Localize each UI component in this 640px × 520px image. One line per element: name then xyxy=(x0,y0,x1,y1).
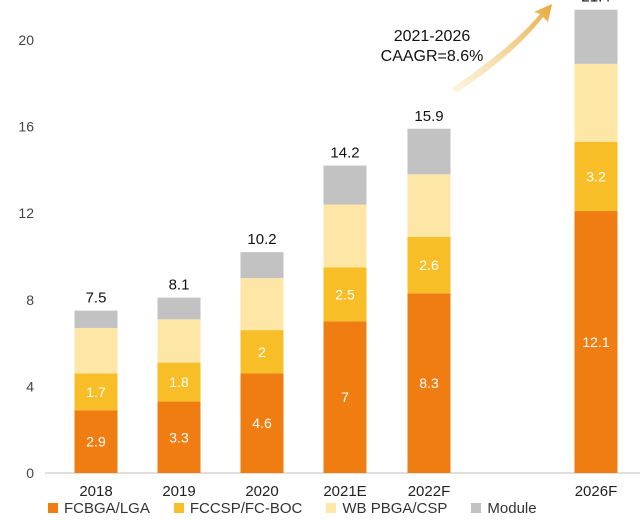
annotation-period: 2021-2026 xyxy=(394,28,471,45)
bar-segment-module xyxy=(574,9,618,64)
legend-item-fccsp-fc-boc: FCCSP/FC-BOC xyxy=(173,499,303,517)
y-tick-label: 0 xyxy=(26,465,34,481)
data-label-fcbga-lga: 4.6 xyxy=(252,415,272,431)
data-label-fccsp-fc-boc: 3.2 xyxy=(586,168,606,184)
bars-layer: 2.9 1.7 7.5 3.3 1.8 8.1 4.6 2 10.2 7 2.5 14.2 8.3 2.6… xyxy=(74,0,618,473)
bar-segment-fccsp-fc-boc xyxy=(574,141,618,212)
bar-segment-fccsp-fc-boc xyxy=(74,373,118,411)
data-label-fccsp-fc-boc: 1.8 xyxy=(169,374,189,390)
data-label-fcbga-lga: 7 xyxy=(341,389,349,405)
data-label-fccsp-fc-boc: 1.7 xyxy=(86,384,106,400)
y-axis-ticks: 0 4 8 12 16 20 xyxy=(18,32,34,481)
total-label: 10.2 xyxy=(247,231,276,248)
legend-item-fcbga-lga: FCBGA/LGA xyxy=(48,500,150,517)
x-tick-label: 2019 xyxy=(162,483,195,500)
legend-label: WB PBGA/CSP xyxy=(342,499,448,517)
growth-annotation: 2021-2026 CAAGR=8.6% xyxy=(381,4,552,93)
bar-segment-fccsp-fc-boc xyxy=(407,237,451,294)
data-label-fccsp-fc-boc: 2.6 xyxy=(419,257,439,273)
bar-segment-wb-pbga-csp xyxy=(157,319,201,363)
x-tick-label: 2020 xyxy=(245,483,278,500)
y-tick-label: 8 xyxy=(26,292,34,308)
bar-segment-fcbga-lga xyxy=(74,410,118,473)
data-label-fccsp-fc-boc: 2.5 xyxy=(335,286,355,302)
legend-swatch xyxy=(471,503,482,513)
bar-segment-fcbga-lga xyxy=(407,293,451,473)
total-label: 21.4 xyxy=(581,0,610,6)
legend-label: FCCSP/FC-BOC xyxy=(189,499,303,517)
y-tick-label: 12 xyxy=(18,205,34,221)
y-tick-label: 4 xyxy=(26,378,34,394)
x-tick-label: 2018 xyxy=(79,483,112,500)
bar-segment-fccsp-fc-boc xyxy=(157,362,201,402)
chart-legend: FCBGA/LGA FCCSP/FC-BOC WB PBGA/CSP Module xyxy=(48,498,638,518)
bar-segment-module xyxy=(74,310,118,328)
legend-item-module: Module xyxy=(471,499,537,517)
bar-segment-module xyxy=(407,128,451,175)
x-tick-label: 2022F xyxy=(408,483,451,500)
data-label-fcbga-lga: 12.1 xyxy=(582,334,609,350)
bar-segment-module xyxy=(157,297,201,320)
bar-segment-wb-pbga-csp xyxy=(323,204,367,268)
total-label: 8.1 xyxy=(169,277,190,294)
x-axis-ticks: 2018 2019 2020 2021E 2022F 2026F xyxy=(79,483,617,500)
bar-segment-fcbga-lga xyxy=(240,373,284,473)
data-label-fcbga-lga: 3.3 xyxy=(169,429,189,445)
annotation-caagr: CAAGR=8.6% xyxy=(381,48,484,65)
legend-swatch xyxy=(326,503,337,513)
bar-segment-fccsp-fc-boc xyxy=(323,267,367,322)
y-tick-label: 16 xyxy=(18,119,34,135)
bar-segment-fcbga-lga xyxy=(323,321,367,473)
legend-swatch xyxy=(48,503,58,513)
y-tick-label: 20 xyxy=(18,32,34,48)
bar-segment-module xyxy=(323,165,367,205)
total-label: 15.9 xyxy=(414,108,443,125)
bar-segment-fcbga-lga xyxy=(157,401,201,473)
legend-label: Module xyxy=(487,499,537,517)
legend-label: FCBGA/LGA xyxy=(64,499,150,517)
data-label-fcbga-lga: 2.9 xyxy=(86,434,106,450)
bar-segment-wb-pbga-csp xyxy=(574,63,618,142)
legend-item-wb-pbga-csp: WB PBGA/CSP xyxy=(326,500,447,517)
total-label: 7.5 xyxy=(86,290,107,307)
bar-segment-wb-pbga-csp xyxy=(407,174,451,238)
legend-swatch xyxy=(173,503,184,513)
bar-segment-wb-pbga-csp xyxy=(74,327,118,374)
growth-arrow xyxy=(452,4,552,93)
bar-segment-module xyxy=(240,252,284,279)
x-tick-label: 2021E xyxy=(323,483,366,500)
bar-segment-wb-pbga-csp xyxy=(240,278,284,331)
total-label: 14.2 xyxy=(330,145,359,162)
bar-segment-fccsp-fc-boc xyxy=(240,330,284,374)
x-tick-label: 2026F xyxy=(575,483,618,500)
data-label-fccsp-fc-boc: 2 xyxy=(258,344,266,360)
data-label-fcbga-lga: 8.3 xyxy=(419,375,439,391)
bar-segment-fcbga-lga xyxy=(574,211,618,473)
